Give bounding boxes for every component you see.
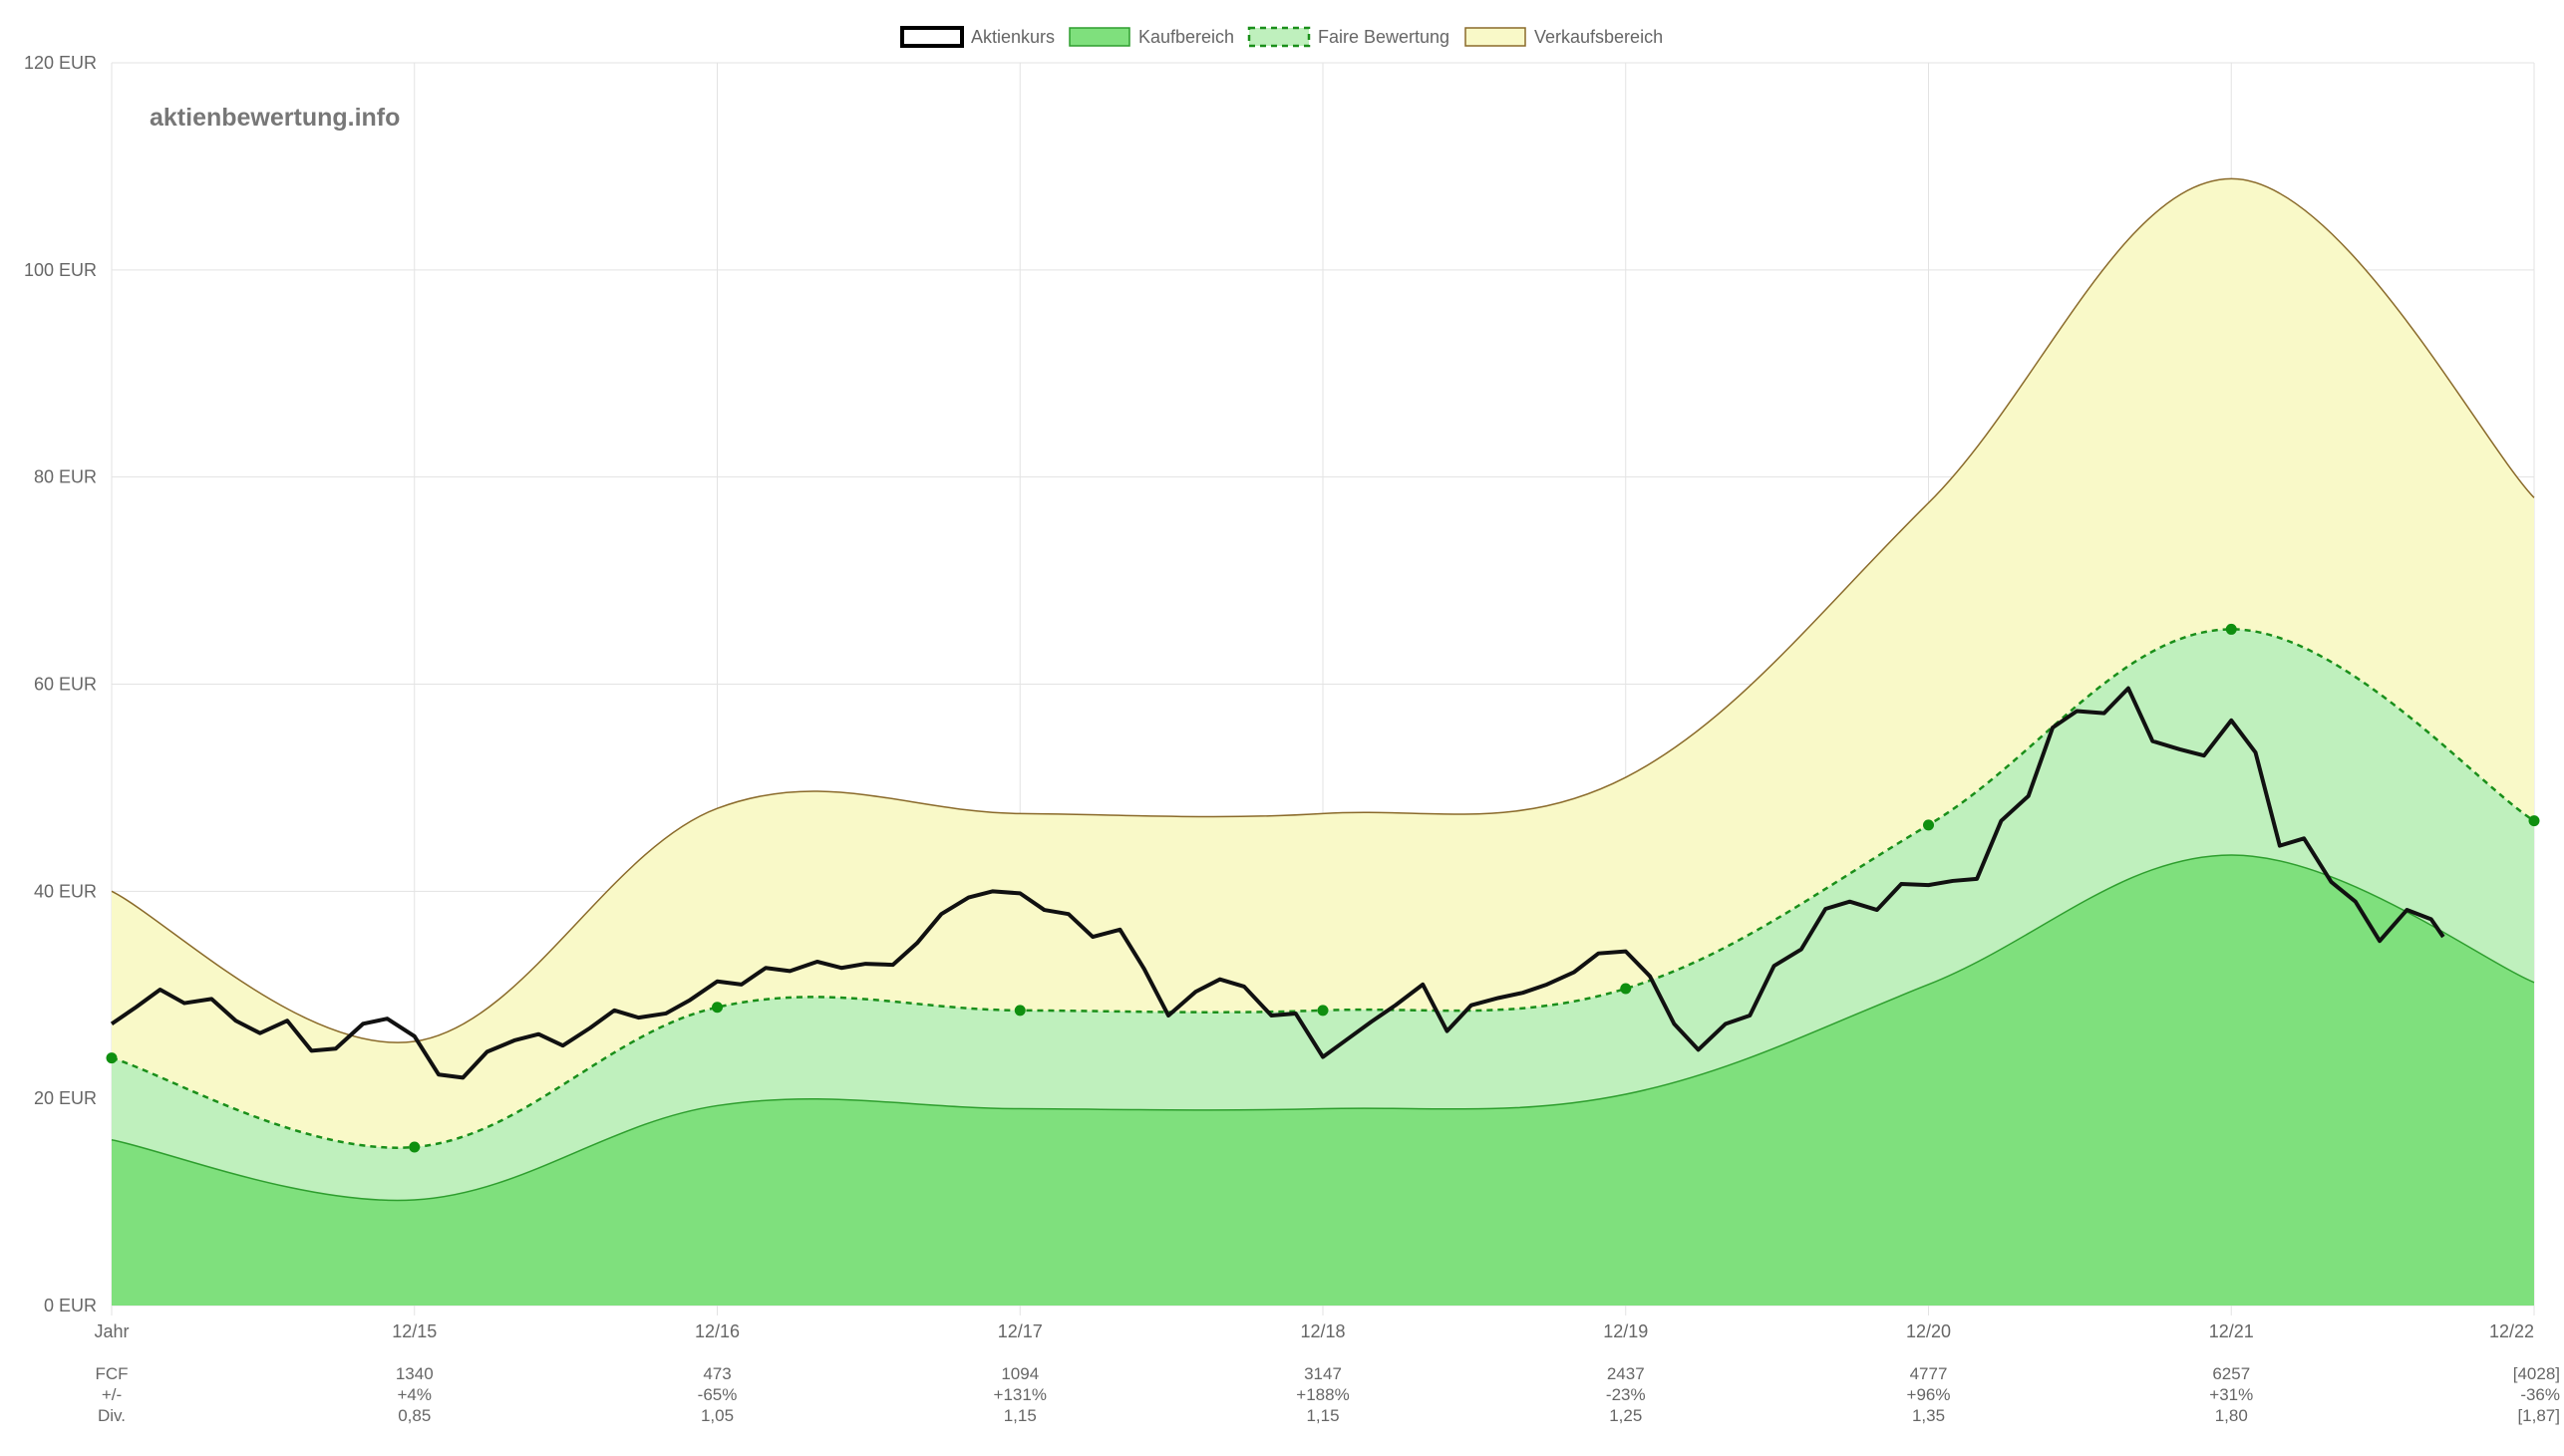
x-tick-label: 12/21	[2209, 1321, 2254, 1341]
legend-label-buy: Kaufbereich	[1138, 27, 1234, 47]
table-cell: -23%	[1606, 1385, 1646, 1404]
x-tick-label: 12/22	[2489, 1321, 2534, 1341]
fair-point	[1014, 1005, 1026, 1017]
table-cell: 6257	[2212, 1364, 2250, 1383]
table-cell: 1,35	[1912, 1406, 1945, 1425]
legend-label-fair: Faire Bewertung	[1318, 27, 1449, 47]
legend-label-sell: Verkaufsbereich	[1534, 27, 1663, 47]
table-cell: 1,15	[1004, 1406, 1037, 1425]
x-tick-label: 12/17	[998, 1321, 1043, 1341]
y-tick-label: 100 EUR	[24, 260, 97, 280]
fair-point	[106, 1052, 118, 1064]
table-cell: +4%	[398, 1385, 433, 1404]
table-cell: 1,25	[1609, 1406, 1642, 1425]
table-cell: +188%	[1296, 1385, 1349, 1404]
table-cell: 473	[703, 1364, 731, 1383]
fair-point	[409, 1141, 421, 1153]
x-tick-label: 12/19	[1603, 1321, 1648, 1341]
legend-swatch-buy	[1069, 27, 1130, 47]
table-cell: 4777	[1910, 1364, 1948, 1383]
fair-point	[1620, 983, 1632, 995]
y-tick-label: 60 EUR	[34, 675, 97, 695]
line-layer	[106, 623, 2540, 1153]
table-row-label: +/-	[102, 1385, 122, 1404]
y-tick-label: 80 EUR	[34, 467, 97, 487]
fair-point	[712, 1002, 723, 1014]
table-cell: 2437	[1607, 1364, 1645, 1383]
area-layer	[111, 177, 2535, 1307]
y-tick-label: 0 EUR	[44, 1296, 97, 1315]
x-tick-label: Jahr	[94, 1321, 129, 1341]
table-cell: -65%	[698, 1385, 738, 1404]
axis-layer: 0 EUR 20 EUR 40 EUR 60 EUR 80 EUR 100 EUR 120 …	[24, 53, 2534, 1341]
table-cell: 3147	[1304, 1364, 1342, 1383]
table-row-label: Div.	[98, 1406, 126, 1425]
legend-label-price: Aktienkurs	[971, 27, 1055, 47]
table-cell: [4028]	[2513, 1364, 2560, 1383]
table-cell: 1,05	[701, 1406, 734, 1425]
fair-point	[1923, 819, 1934, 831]
y-tick-label: 20 EUR	[34, 1088, 97, 1108]
legend-swatch-fair	[1247, 26, 1311, 48]
table-cell: 1,80	[2215, 1406, 2248, 1425]
table-row-label: FCF	[95, 1364, 128, 1383]
buy-area	[112, 854, 2534, 1306]
table-cell: [1,87]	[2517, 1406, 2560, 1425]
table-cell: 1340	[396, 1364, 434, 1383]
y-tick-label: 40 EUR	[34, 881, 97, 901]
table-cell: 1,15	[1306, 1406, 1339, 1425]
legend-swatch-sell	[1464, 27, 1526, 47]
fair-point	[2528, 815, 2540, 827]
fair-point	[2225, 623, 2237, 635]
table-cell: -36%	[2520, 1385, 2560, 1404]
fcf-table: FCF +/- Div. 1340 +4% 0,85 473 -65% 1,05 1094 +131…	[95, 1364, 2560, 1425]
watermark: aktienbewertung.info	[150, 104, 400, 132]
fair-line	[111, 628, 2535, 1149]
y-tick-label: 120 EUR	[24, 53, 97, 73]
price-line	[110, 686, 2445, 1080]
x-tick-label: 12/15	[392, 1321, 437, 1341]
legend-swatch-price	[900, 26, 964, 48]
x-tick-label: 12/18	[1300, 1321, 1345, 1341]
x-tick-label: 12/16	[695, 1321, 740, 1341]
buy-line	[111, 854, 2535, 1202]
fair-point	[1317, 1005, 1329, 1017]
sell-line	[111, 177, 2535, 1043]
table-cell: 1094	[1001, 1364, 1039, 1383]
table-cell: +96%	[1907, 1385, 1951, 1404]
table-cell: 0,85	[398, 1406, 431, 1425]
table-cell: +131%	[994, 1385, 1047, 1404]
x-tick-label: 12/20	[1906, 1321, 1951, 1341]
legend: Aktienkurs Kaufbereich Faire Bewertung Verk…	[900, 26, 1663, 48]
table-cell: +31%	[2209, 1385, 2253, 1404]
